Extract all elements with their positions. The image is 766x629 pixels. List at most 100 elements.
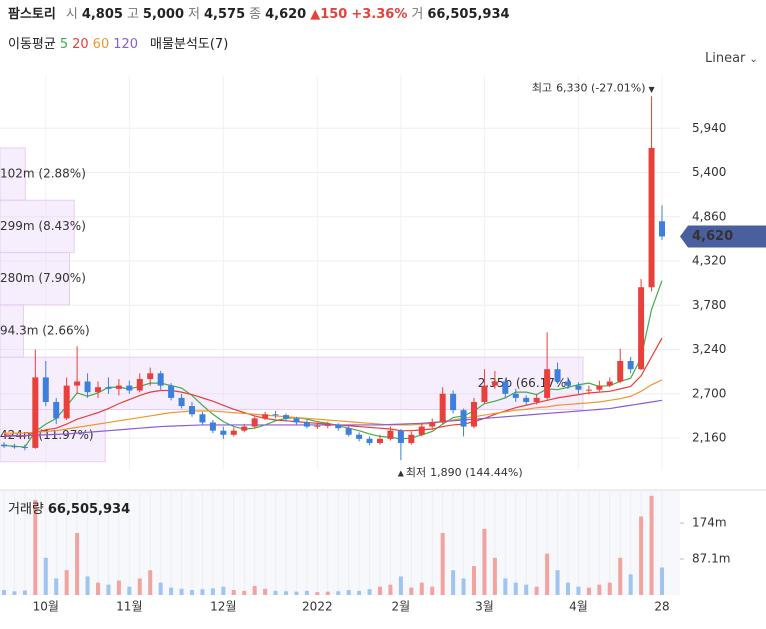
quote-header: 팜스토리 시 4,805 고 5,000 저 4,575 종 4,620 ▲150 +3.… xyxy=(8,3,510,22)
volume-bar xyxy=(409,587,414,595)
legend-entry[interactable]: 20 xyxy=(72,37,89,52)
volume-profile-label: 102m (2.88%) xyxy=(0,167,86,181)
volume-tick-label: 174m xyxy=(692,516,727,530)
value: 66,505,934 xyxy=(427,7,510,22)
volume-bar xyxy=(545,553,550,595)
candle-body xyxy=(648,147,655,288)
volume-bar xyxy=(472,566,476,595)
candle-body xyxy=(178,397,185,407)
volume-bar xyxy=(22,590,27,595)
volume-bar xyxy=(158,582,163,595)
volume-bar xyxy=(524,584,529,595)
volume-bar xyxy=(378,586,382,595)
candle-body xyxy=(523,397,530,402)
candle-body xyxy=(345,428,352,435)
legend-entry[interactable]: 120 xyxy=(113,37,139,52)
volume-header: 거래량 66,505,934 xyxy=(8,498,130,517)
scale-mode[interactable]: Linear xyxy=(705,51,746,66)
candle-body xyxy=(230,430,237,435)
legend-entry[interactable]: 60 xyxy=(92,37,110,52)
volume-bar xyxy=(315,592,320,595)
volume-bar xyxy=(649,495,654,595)
value: 4,575 xyxy=(204,7,246,22)
volume-bar xyxy=(169,587,174,595)
candle-body xyxy=(32,377,39,448)
x-tick-label: 2월 xyxy=(392,600,411,614)
volume-bar xyxy=(12,591,17,595)
change-pct: +3.36% xyxy=(351,7,408,22)
candle-body xyxy=(115,385,122,389)
y-tick-label: 3,780 xyxy=(692,298,726,312)
volume-bar xyxy=(200,589,205,595)
x-tick-label: 12월 xyxy=(210,600,236,614)
candle-body xyxy=(335,424,342,429)
volume-bar xyxy=(325,591,330,595)
volume-tick-label: 87.1m xyxy=(692,551,730,565)
x-tick-label: 28 xyxy=(654,600,669,614)
volume-bar xyxy=(106,584,111,595)
volume-bar xyxy=(294,591,299,595)
value: 5,000 xyxy=(142,7,185,22)
volume-bar xyxy=(190,590,194,595)
candle-body xyxy=(84,381,91,393)
candle-body xyxy=(659,221,665,237)
volume-bar xyxy=(54,578,59,595)
candle-body xyxy=(168,385,175,398)
candle-body xyxy=(502,381,509,394)
volume-bar xyxy=(357,590,362,595)
volume-profile-bar xyxy=(0,147,26,201)
label: 시 xyxy=(65,7,78,22)
volume-bar xyxy=(628,574,633,595)
volume-profile-bar xyxy=(0,252,70,306)
volume-bar xyxy=(503,578,508,595)
candle-body xyxy=(21,447,28,449)
candle-body xyxy=(95,387,101,393)
candle-body xyxy=(377,438,383,443)
volume-bar xyxy=(2,590,6,595)
volume-bar xyxy=(85,576,90,595)
volume-bar xyxy=(419,582,424,595)
volume-bar xyxy=(116,580,121,595)
candle-body xyxy=(439,393,446,423)
label: 고 xyxy=(126,7,139,22)
volume-bar xyxy=(576,586,581,595)
volume-bar xyxy=(461,578,466,595)
ma-label: 이동평균 xyxy=(8,37,56,52)
volume-bar xyxy=(221,586,226,595)
candle-body xyxy=(471,401,477,427)
candle-body xyxy=(283,415,289,419)
candle-body xyxy=(429,422,436,427)
profile-label[interactable]: 매물분석도(7) xyxy=(150,37,229,52)
volume-bar xyxy=(618,557,623,595)
change-value: 150 xyxy=(320,7,348,22)
candle-body xyxy=(220,430,227,435)
candle-body xyxy=(627,361,634,370)
candle-body xyxy=(533,397,540,402)
legend-entry[interactable]: 5 xyxy=(59,37,69,52)
volume-bar xyxy=(127,586,132,595)
volume-bar xyxy=(492,557,497,595)
volume-bar xyxy=(336,591,341,595)
x-tick-label: 2022 xyxy=(302,600,333,614)
y-tick-label: 4,860 xyxy=(692,209,726,223)
volume-bar xyxy=(148,570,153,595)
current-price-tag xyxy=(680,225,766,248)
candle-body xyxy=(136,379,143,391)
y-tick-label: 3,240 xyxy=(692,342,726,356)
candle-body xyxy=(408,434,415,443)
volume-bar xyxy=(304,590,309,595)
volume-bar xyxy=(179,588,184,595)
candle-body xyxy=(157,373,164,386)
candle-body xyxy=(575,385,582,390)
scale-select[interactable]: Linear ⌄ xyxy=(705,51,758,66)
volume-profile-bar xyxy=(0,199,75,254)
ma-line xyxy=(3,399,663,437)
x-tick-label: 11월 xyxy=(116,600,142,614)
candle-body xyxy=(565,381,571,386)
volume-bar xyxy=(388,584,393,595)
candle-body xyxy=(63,385,70,419)
value: 4,805 xyxy=(81,7,123,22)
candle-body xyxy=(544,369,551,398)
candle-body xyxy=(512,393,519,398)
